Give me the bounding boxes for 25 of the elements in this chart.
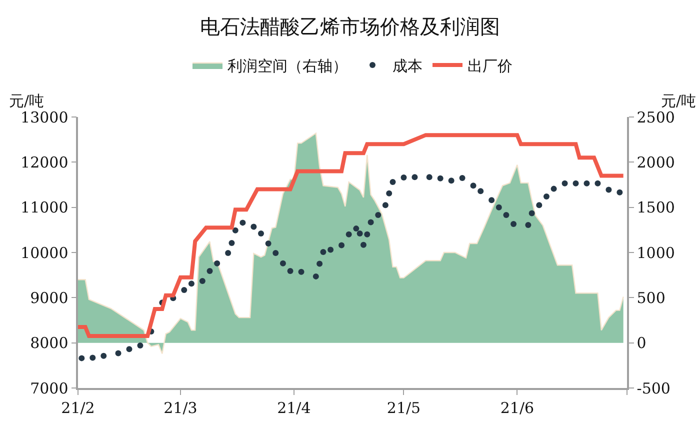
y-axis-title: 元/吨 bbox=[9, 92, 44, 110]
chart-title: 电石法醋酸乙烯市场价格及利润图 bbox=[200, 14, 500, 39]
y2-tick-label: 1000 bbox=[636, 244, 675, 262]
y2-tick-label: 2500 bbox=[636, 108, 675, 126]
y-tick-label: 13000 bbox=[20, 108, 68, 126]
y2-tick-label: 0 bbox=[636, 334, 646, 352]
y-tick-label: 12000 bbox=[20, 153, 68, 172]
y2-tick-label: -500 bbox=[636, 379, 670, 398]
y2-tick-label: 2000 bbox=[636, 153, 675, 172]
x-tick-label: 21/3 bbox=[164, 398, 198, 417]
legend-label: 利润空间（右轴） bbox=[228, 56, 348, 75]
x-tick-label: 21/2 bbox=[61, 398, 95, 417]
x-tick-label: 21/5 bbox=[386, 398, 421, 417]
x-tick-label: 21/6 bbox=[500, 398, 534, 417]
y2-tick-label: 1500 bbox=[636, 198, 675, 217]
y2-tick-label: 500 bbox=[636, 288, 666, 307]
x-tick-label: 21/4 bbox=[277, 398, 311, 417]
legend-label: 成本 bbox=[392, 56, 422, 75]
y-tick-label: 9000 bbox=[30, 288, 68, 307]
legend-label: 出厂价 bbox=[468, 56, 512, 75]
y-tick-label: 7000 bbox=[30, 379, 68, 398]
y-tick-label: 11000 bbox=[20, 198, 68, 217]
y2-axis-title: 元/吨 bbox=[661, 92, 696, 110]
y-tick-label: 10000 bbox=[20, 244, 68, 262]
y-tick-label: 8000 bbox=[30, 334, 68, 352]
